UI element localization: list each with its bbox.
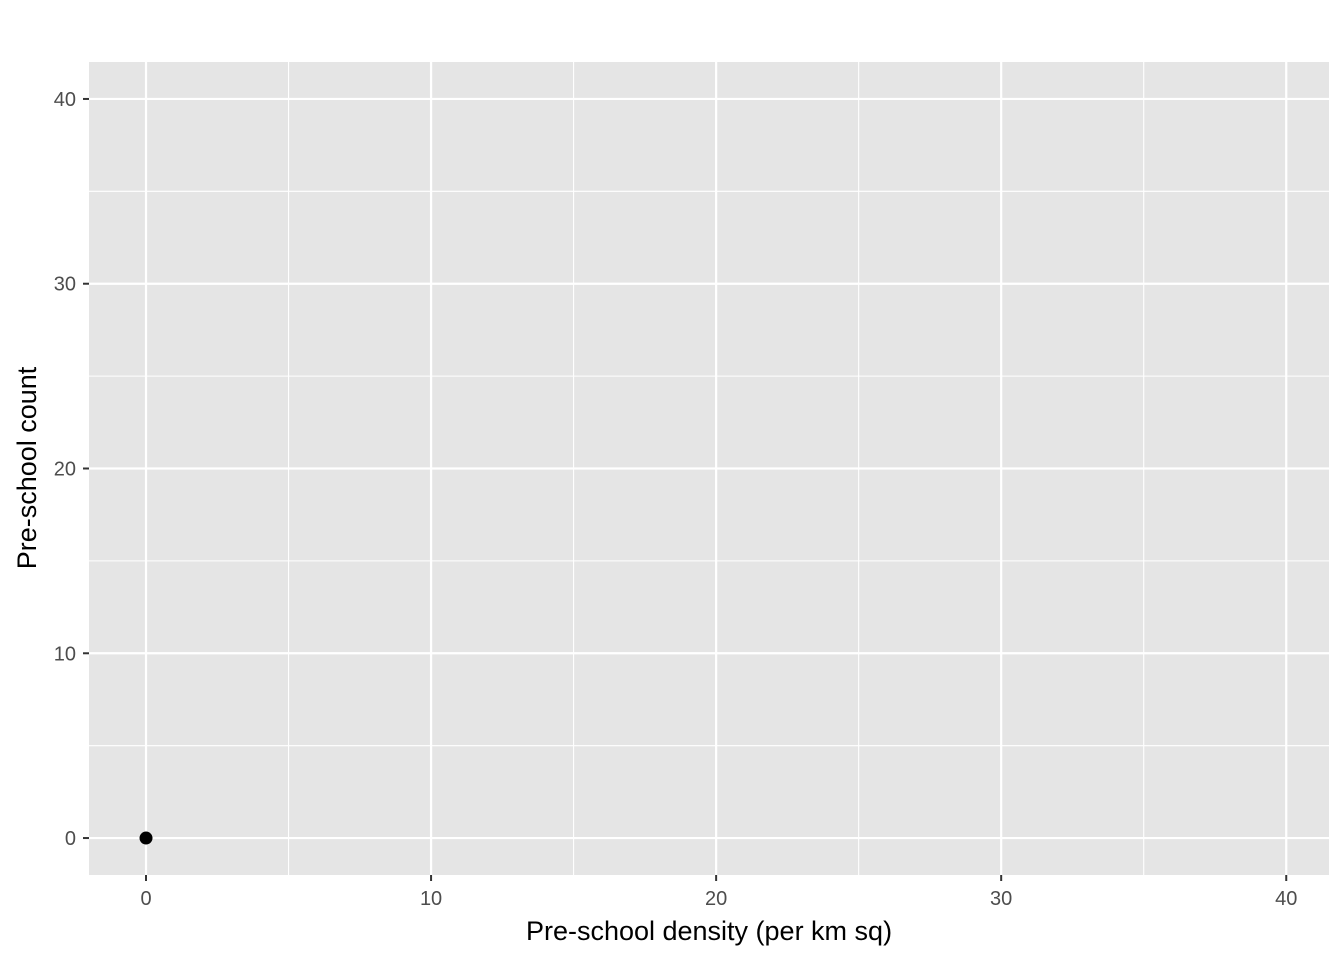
data-points <box>139 831 153 845</box>
y-tick-label: 40 <box>54 89 76 111</box>
data-point <box>139 831 153 845</box>
y-tick-label: 10 <box>54 643 76 665</box>
x-tick-label: 40 <box>1275 888 1297 910</box>
x-axis-title: Pre-school density (per km sq) <box>526 916 892 946</box>
major-gridlines <box>89 62 1329 875</box>
x-tick-label: 0 <box>140 888 151 910</box>
y-axis-title: Pre-school count <box>12 366 42 569</box>
x-tick-label: 30 <box>990 888 1012 910</box>
x-tick-label: 20 <box>705 888 727 910</box>
y-axis: 0 10 20 30 40 <box>54 89 89 850</box>
y-tick-label: 30 <box>54 274 76 296</box>
y-tick-label: 0 <box>65 828 76 850</box>
y-tick-label: 20 <box>54 459 76 481</box>
x-axis: 0 10 20 30 40 <box>140 875 1297 910</box>
x-tick-label: 10 <box>420 888 442 910</box>
